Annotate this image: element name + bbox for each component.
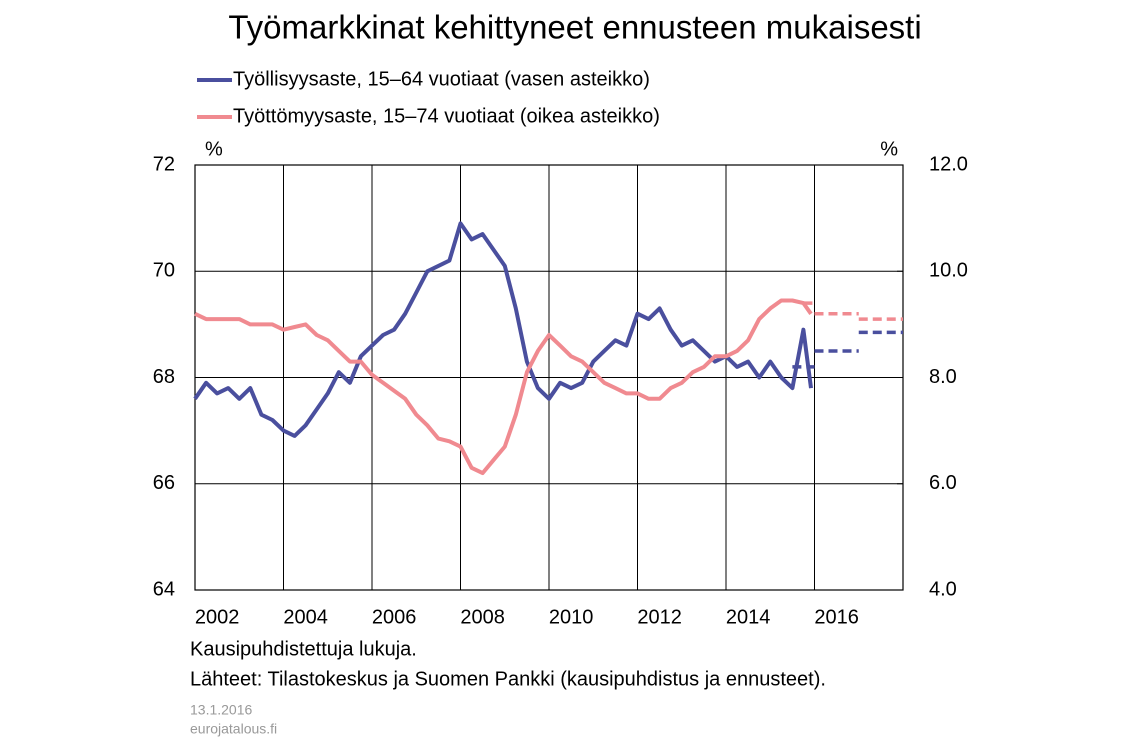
legend-label: Työllisyysaste, 15–64 vuotiaat (vasen as…	[233, 68, 650, 90]
x-tick-label: 2002	[195, 606, 240, 628]
y2-tick-label: 12.0	[929, 153, 968, 175]
plot-frame	[194, 164, 904, 591]
note: Lähteet: Tilastokeskus ja Suomen Pankki …	[190, 668, 826, 690]
series-line	[194, 298, 813, 476]
y2-tick-label: 10.0	[929, 260, 968, 282]
x-tick-label: 2004	[283, 606, 328, 628]
y2-tick-label: 8.0	[929, 366, 957, 388]
source-site: eurojatalous.fi	[190, 721, 277, 737]
y2-unit: %	[880, 138, 898, 160]
x-tick-label: 2012	[637, 606, 682, 628]
date: 13.1.2016	[190, 702, 252, 718]
legend-label: Työttömyysaste, 15–74 vuotiaat (oikea as…	[233, 105, 660, 127]
y-tick-label: 72	[153, 153, 175, 175]
y-tick-label: 68	[153, 366, 175, 388]
x-tick-label: 2016	[814, 606, 859, 628]
y-unit: %	[205, 138, 223, 160]
note: Kausipuhdistettuja lukuja.	[190, 638, 417, 660]
x-tick-label: 2006	[372, 606, 417, 628]
y-tick-label: 70	[153, 260, 175, 282]
chart-title: Työmarkkinat kehittyneet ennusteen mukai…	[228, 9, 921, 46]
x-tick-label: 2010	[549, 606, 594, 628]
x-tick-label: 2008	[460, 606, 505, 628]
x-tick-label: 2014	[726, 606, 771, 628]
y-tick-label: 64	[153, 578, 175, 600]
y-tick-label: 66	[153, 472, 175, 494]
y2-tick-label: 6.0	[929, 472, 957, 494]
y2-tick-label: 4.0	[929, 578, 957, 600]
